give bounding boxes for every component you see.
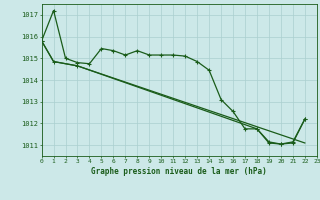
X-axis label: Graphe pression niveau de la mer (hPa): Graphe pression niveau de la mer (hPa)	[91, 167, 267, 176]
